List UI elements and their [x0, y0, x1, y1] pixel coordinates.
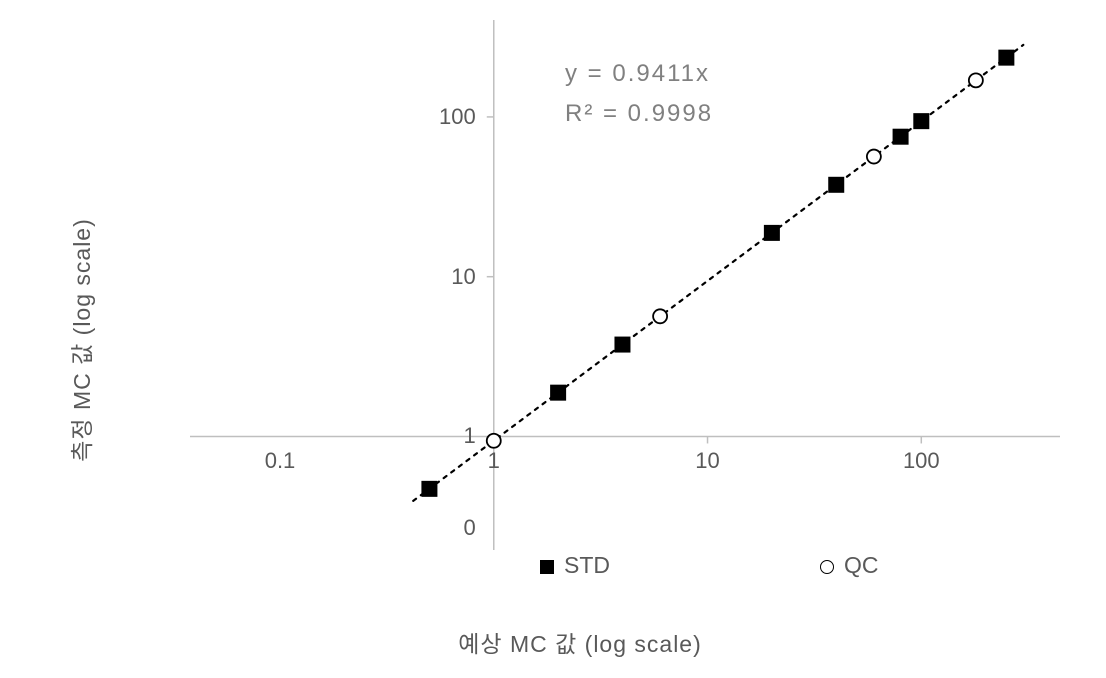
tick-label: 1 — [488, 448, 500, 474]
tick-label: 10 — [451, 264, 475, 290]
tick-label: 10 — [695, 448, 719, 474]
circle-open-icon — [820, 560, 834, 574]
legend-item-std: STD — [540, 552, 610, 579]
x-axis-label: 예상 MC 값 (log scale) — [458, 625, 702, 659]
legend-item-qc: QC — [820, 552, 879, 579]
tick-label: 0 — [464, 515, 476, 541]
tick-label: 100 — [903, 448, 940, 474]
legend-label-std: STD — [564, 552, 610, 578]
tick-label: 0.1 — [265, 448, 296, 474]
regression-r-squared: R² = 0.9998 — [565, 100, 713, 128]
y-axis-label: 측정 MC 값 (log scale) — [63, 218, 97, 462]
tick-label: 100 — [439, 104, 476, 130]
regression-equation: y = 0.9411x — [565, 60, 710, 88]
legend-label-qc: QC — [844, 552, 879, 578]
square-filled-icon — [540, 560, 554, 574]
scatter-chart: 측정 MC 값 (log scale) 예상 MC 값 (log scale) … — [0, 0, 1106, 678]
tick-label: 1 — [464, 423, 476, 449]
